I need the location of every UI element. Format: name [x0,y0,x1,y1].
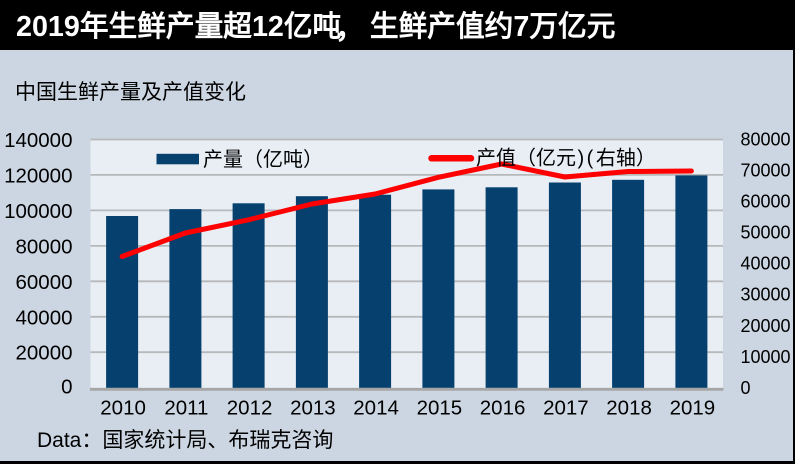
svg-text:30000: 30000 [741,285,791,305]
svg-text:2016: 2016 [480,396,526,419]
svg-text:产值（亿元)(右轴）: 产值（亿元)(右轴） [476,147,656,170]
svg-text:2012: 2012 [227,396,273,419]
svg-text:80000: 80000 [741,129,791,149]
svg-text:80000: 80000 [15,235,72,258]
svg-text:40000: 40000 [15,306,72,329]
svg-text:60000: 60000 [15,271,72,294]
svg-text:60000: 60000 [741,192,791,212]
svg-text:100000: 100000 [4,200,72,223]
svg-text:140000: 140000 [4,129,72,152]
svg-text:20000: 20000 [15,342,72,365]
svg-text:10000: 10000 [741,347,791,367]
svg-text:0: 0 [61,376,72,399]
svg-text:40000: 40000 [741,254,791,274]
svg-text:2013: 2013 [290,396,336,419]
svg-text:2010: 2010 [100,396,146,419]
svg-text:2015: 2015 [417,396,463,419]
svg-text:2018: 2018 [606,396,652,419]
svg-text:2011: 2011 [164,396,208,419]
svg-text:20000: 20000 [741,316,791,336]
svg-text:50000: 50000 [741,223,791,243]
svg-text:120000: 120000 [4,164,72,187]
svg-text:2014: 2014 [353,396,399,419]
svg-text:2019: 2019 [670,396,716,419]
svg-text:产量（亿吨）: 产量（亿吨） [203,148,323,171]
svg-text:0: 0 [741,378,751,398]
svg-text:2017: 2017 [543,396,589,419]
svg-text:70000: 70000 [741,160,791,180]
